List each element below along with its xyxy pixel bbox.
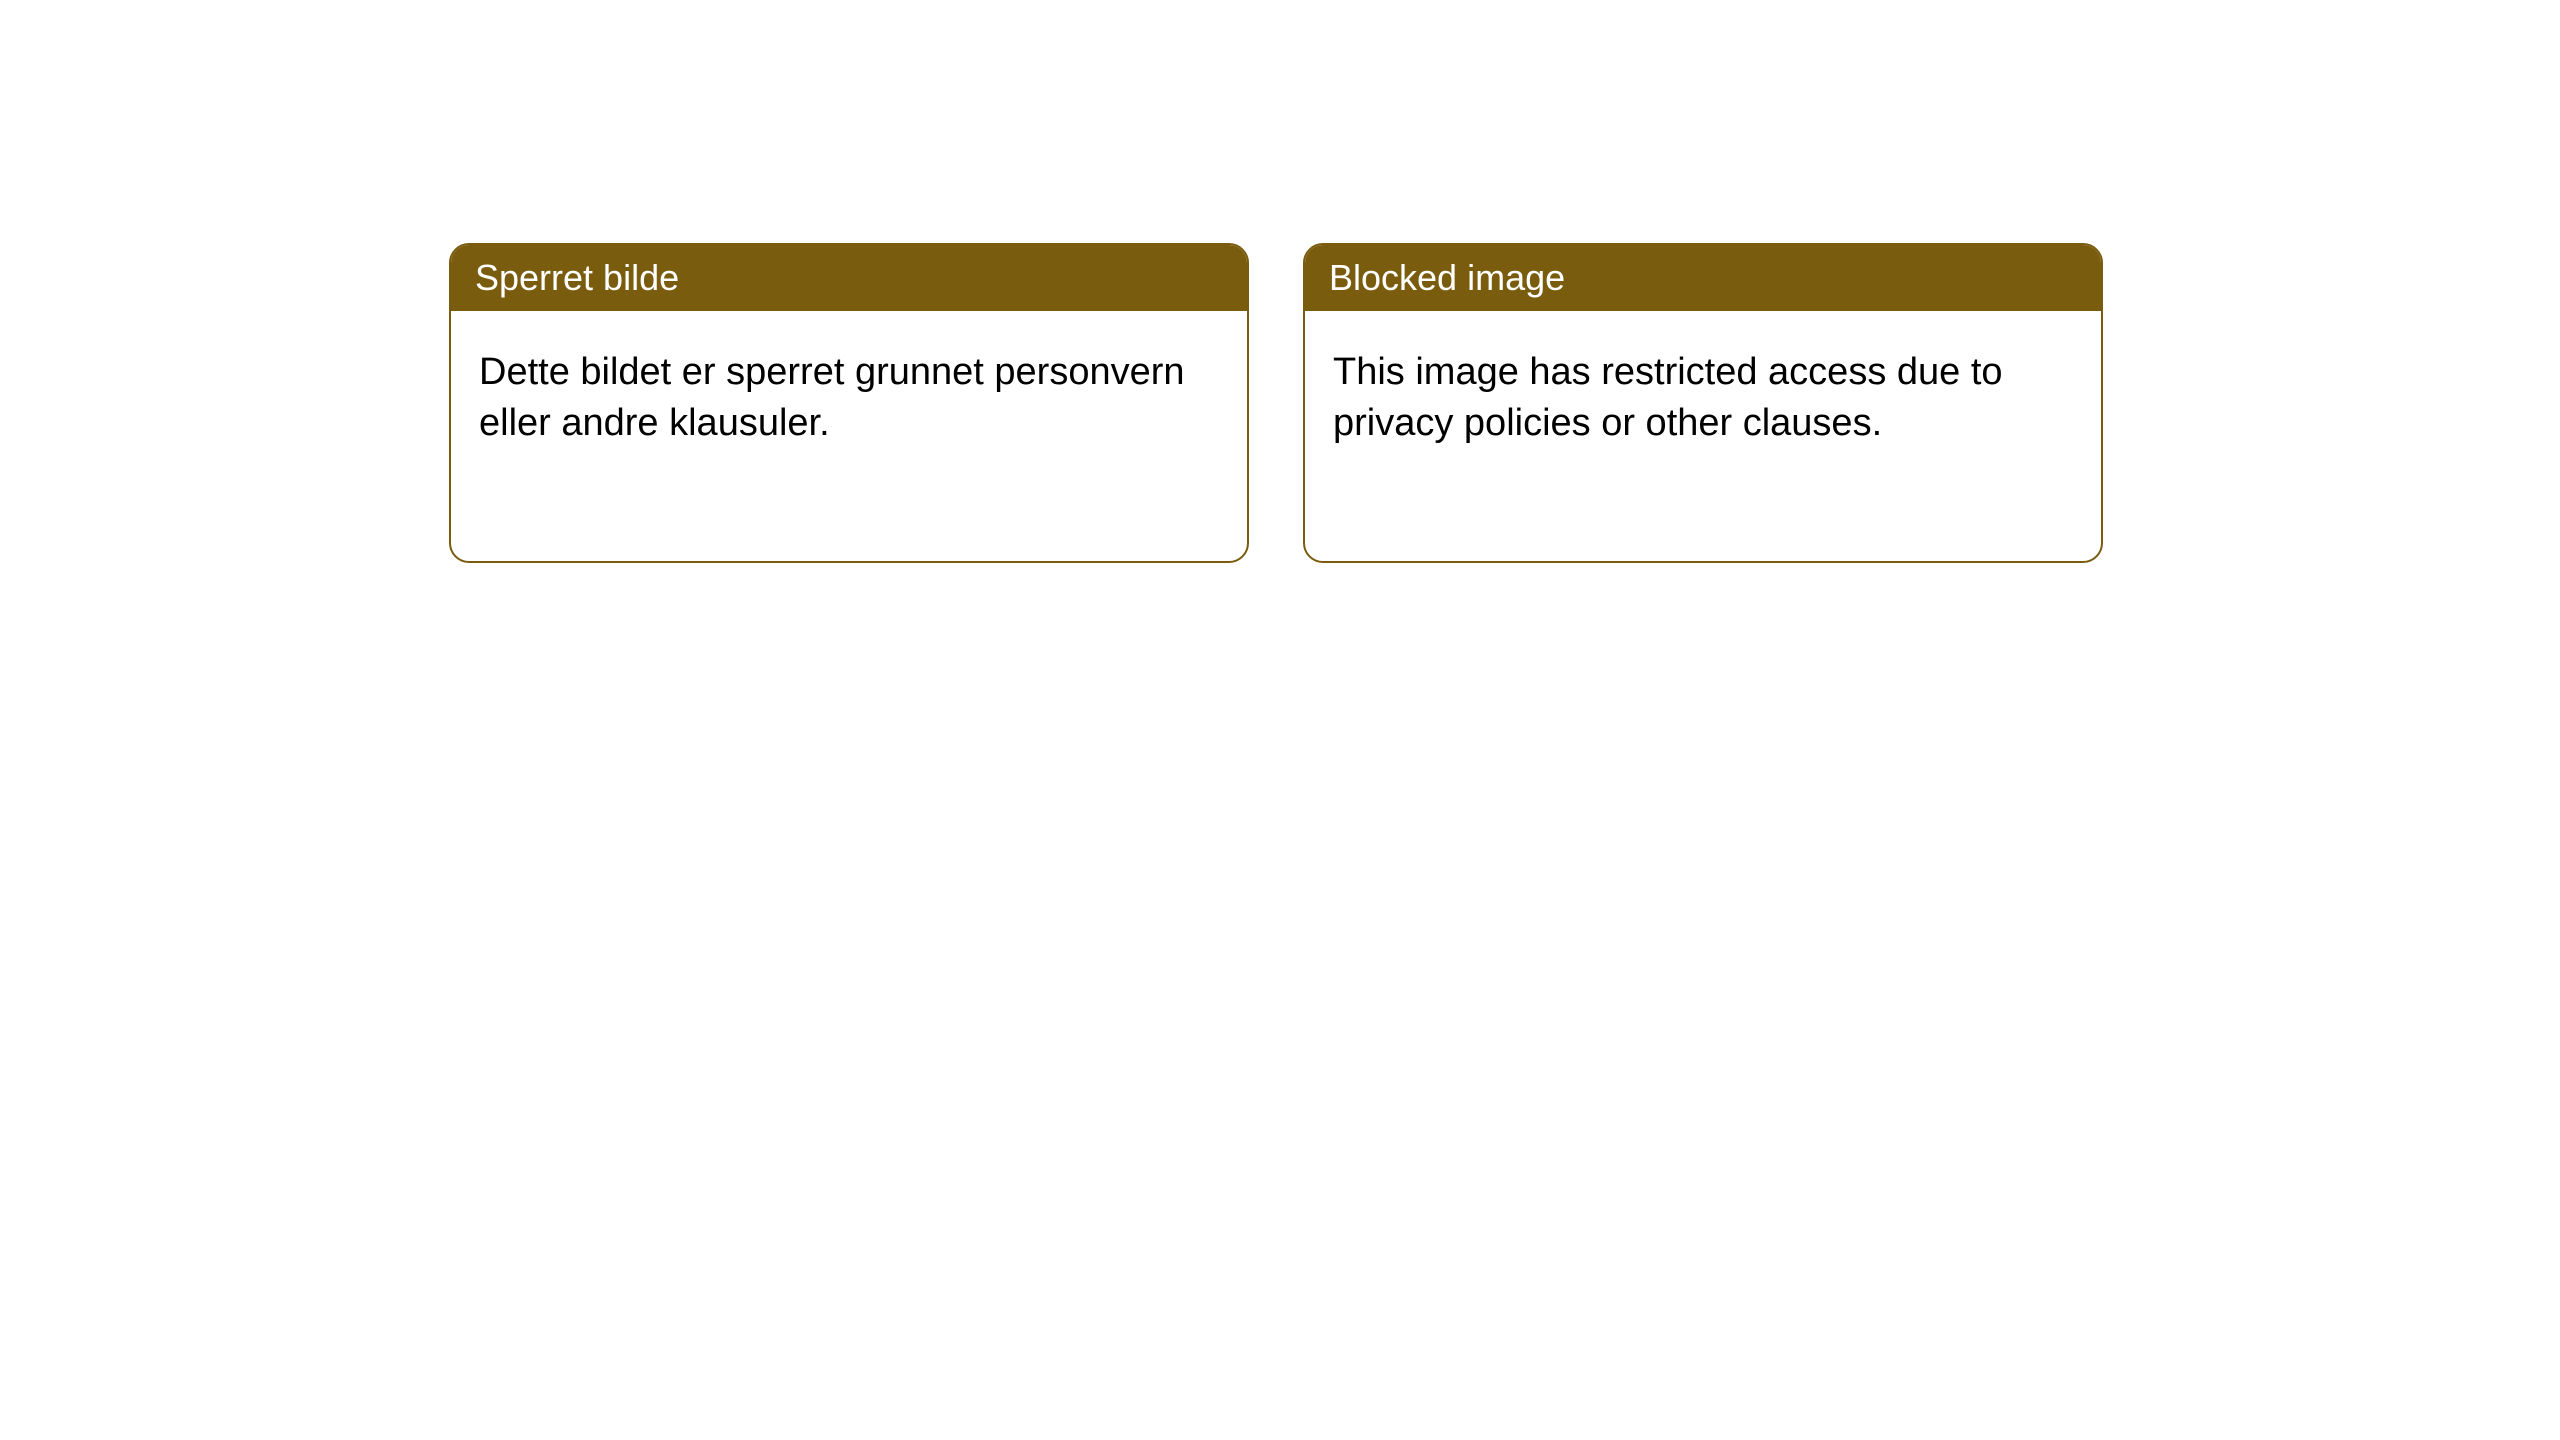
notice-body: This image has restricted access due to … [1305, 311, 2101, 561]
notice-title: Sperret bilde [475, 257, 679, 298]
notice-container: Sperret bilde Dette bildet er sperret gr… [449, 243, 2103, 563]
notice-header: Sperret bilde [451, 245, 1247, 311]
notice-card-norwegian: Sperret bilde Dette bildet er sperret gr… [449, 243, 1249, 563]
notice-header: Blocked image [1305, 245, 2101, 311]
notice-body-text: Dette bildet er sperret grunnet personve… [479, 351, 1185, 444]
notice-body-text: This image has restricted access due to … [1333, 351, 2003, 444]
notice-card-english: Blocked image This image has restricted … [1303, 243, 2103, 563]
notice-title: Blocked image [1329, 257, 1565, 298]
notice-body: Dette bildet er sperret grunnet personve… [451, 311, 1247, 561]
